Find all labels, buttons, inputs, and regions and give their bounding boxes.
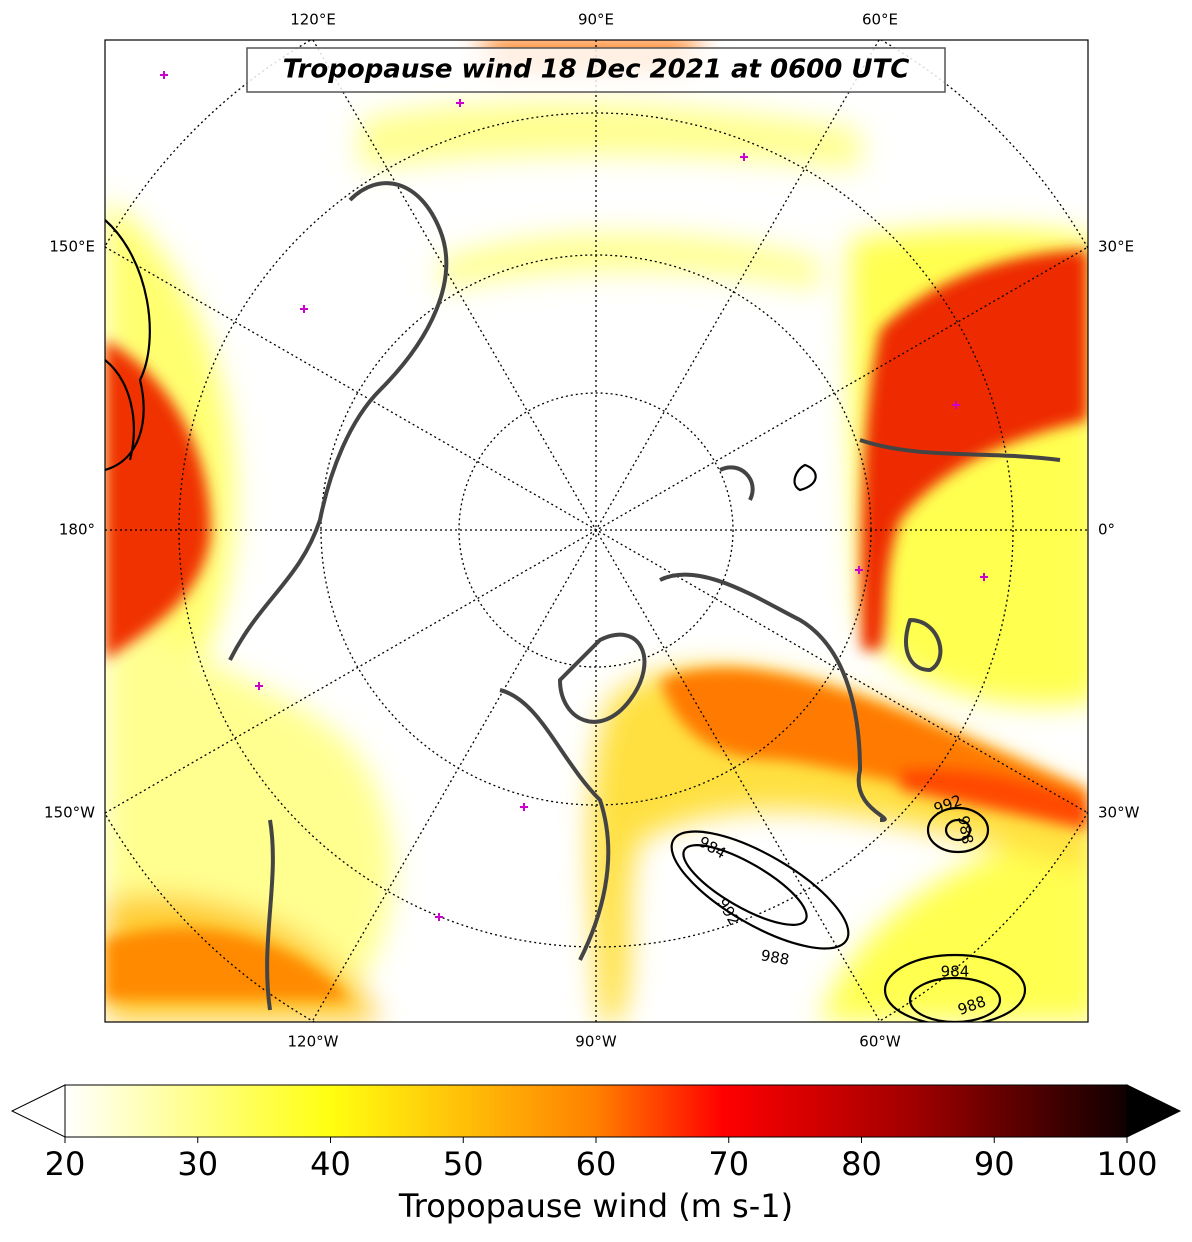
lon-label: 60°E	[862, 11, 898, 29]
colorbar-tick-label: 40	[310, 1145, 351, 1183]
lon-label: 90°W	[575, 1033, 617, 1051]
lon-label: 30°E	[1098, 238, 1134, 256]
colorbar-tick-label: 100	[1096, 1145, 1157, 1183]
map-frame	[104, 39, 1089, 1023]
colorbar-tick-label: 30	[177, 1145, 218, 1183]
contour-label: 988	[954, 814, 977, 845]
pressure-contours	[105, 219, 1027, 1022]
lon-label: 180°	[59, 521, 95, 539]
title-box	[246, 47, 946, 93]
title: Tropopause wind 18 Dec 2021 at 0600 UTC	[283, 55, 910, 85]
colorbar-tick-label: 90	[974, 1145, 1015, 1183]
grid-points	[160, 71, 988, 921]
lon-label: 150°W	[44, 804, 95, 822]
contour-label: 984	[941, 963, 970, 981]
contour-label: 988	[759, 946, 790, 969]
colorbar-tick-label: 60	[576, 1145, 617, 1183]
lon-label: 150°E	[49, 238, 95, 256]
colorbar-label: Tropopause wind (m s-1)	[398, 1187, 793, 1225]
coastlines	[228, 181, 1061, 1011]
colorbar	[10, 1084, 1182, 1143]
colorbar-tick-label: 70	[708, 1145, 749, 1183]
map: 992988984992988984988984	[105, 40, 1088, 1022]
graticule	[105, 40, 1088, 1022]
lon-label: 30°W	[1098, 804, 1140, 822]
lon-label: 90°E	[578, 11, 614, 29]
jet-cores	[105, 250, 1088, 1000]
colorbar-tick-label: 80	[841, 1145, 882, 1183]
lon-label: 120°W	[288, 1033, 339, 1051]
lon-label: 60°W	[859, 1033, 901, 1051]
colorbar-tick-label: 50	[443, 1145, 484, 1183]
colorbar-tick-label: 20	[45, 1145, 86, 1183]
lon-label: 120°E	[290, 11, 336, 29]
lon-label: 0°	[1098, 521, 1115, 539]
